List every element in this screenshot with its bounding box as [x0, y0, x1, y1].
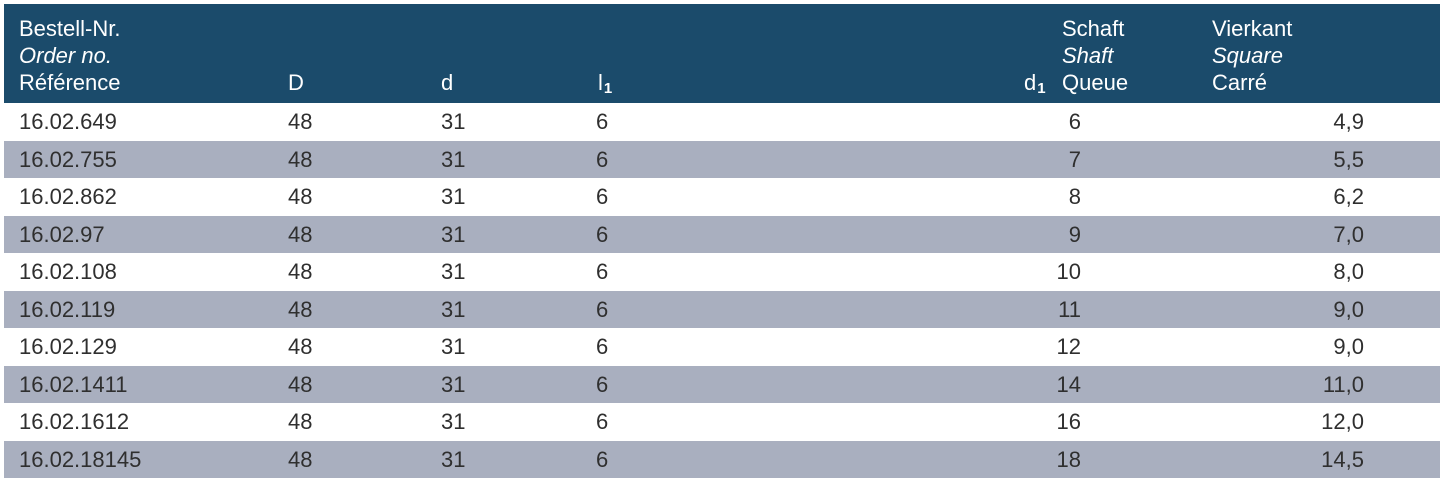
cell-square: 9,0 [1333, 296, 1364, 322]
cell-shaft: 11 [1058, 296, 1081, 322]
header-d1-base: d [1024, 70, 1037, 95]
table-row: 16.02.108 48 31 6 10 8,0 [4, 253, 1440, 291]
header-order-no-en: Order no. [19, 43, 112, 68]
cell-D: 48 [288, 296, 313, 322]
header-shaft-en: Shaft [1062, 43, 1114, 68]
cell-shaft: 12 [1056, 334, 1081, 359]
header-l1: l1 [598, 69, 612, 102]
cell-d: 31 [441, 409, 466, 434]
cell-l1: 6 [596, 334, 609, 359]
header-d1: d1 [1024, 69, 1046, 102]
cell-l1: 6 [596, 221, 609, 247]
table-header: Bestell-Nr. Order no. Référence D d l1 d… [4, 4, 1440, 103]
cell-shaft: 18 [1056, 446, 1081, 472]
header-order-no-de: Bestell-Nr. [19, 16, 121, 41]
cell-order-no: 16.02.649 [19, 109, 117, 134]
table-row: 16.02.18145 48 31 6 18 14,5 [4, 440, 1440, 478]
cell-l1: 6 [596, 446, 609, 472]
cell-D: 48 [288, 146, 313, 172]
cell-shaft: 9 [1068, 221, 1081, 247]
header-d1-subscript: 1 [1037, 80, 1046, 97]
cell-l1: 6 [596, 296, 609, 322]
cell-l1: 6 [596, 371, 609, 397]
cell-D: 48 [288, 334, 313, 359]
header-order-no-fr: Référence [19, 70, 121, 95]
header-shaft: Schaft Shaft Queue [1062, 15, 1128, 96]
cell-square: 7,0 [1333, 221, 1364, 247]
cell-order-no: 16.02.1612 [19, 409, 130, 434]
cell-order-no: 16.02.119 [19, 296, 116, 322]
table-row: 16.02.1612 48 31 6 16 12,0 [4, 403, 1440, 441]
cell-square: 4,9 [1333, 109, 1364, 134]
cell-D: 48 [288, 184, 313, 209]
cell-d: 31 [441, 259, 466, 284]
cell-D: 48 [288, 371, 313, 397]
cell-l1: 6 [596, 184, 609, 209]
table-body: 16.02.649 48 31 6 6 4,9 16.02.755 48 31 … [4, 103, 1440, 478]
cell-order-no: 16.02.108 [19, 259, 117, 284]
cell-square: 5,5 [1333, 146, 1364, 172]
cell-shaft: 10 [1056, 259, 1081, 284]
table-row: 16.02.1411 48 31 6 14 11,0 [4, 365, 1440, 403]
cell-order-no: 16.02.18145 [19, 446, 142, 472]
cell-D: 48 [288, 409, 313, 434]
cell-d: 31 [441, 109, 466, 134]
cell-D: 48 [288, 221, 313, 247]
cell-square: 9,0 [1333, 334, 1364, 359]
header-l1-subscript: 1 [603, 80, 613, 97]
header-square-en: Square [1212, 43, 1283, 68]
header-order-no: Bestell-Nr. Order no. Référence [19, 15, 121, 96]
cell-order-no: 16.02.129 [19, 334, 117, 359]
cell-shaft: 8 [1068, 184, 1081, 209]
cell-square: 6,2 [1333, 184, 1364, 209]
table-row: 16.02.649 48 31 6 6 4,9 [4, 103, 1440, 141]
table-row: 16.02.862 48 31 6 8 6,2 [4, 178, 1440, 216]
cell-l1: 6 [596, 259, 609, 284]
cell-square: 11,0 [1322, 371, 1364, 397]
cell-shaft: 6 [1068, 109, 1081, 134]
cell-shaft: 16 [1056, 409, 1081, 434]
cell-l1: 6 [596, 146, 609, 172]
cell-d: 31 [441, 146, 466, 172]
header-square-fr: Carré [1212, 70, 1268, 95]
cell-square: 12,0 [1321, 409, 1364, 434]
cell-D: 48 [288, 109, 313, 134]
cell-shaft: 14 [1056, 371, 1081, 397]
cell-D: 48 [288, 446, 313, 472]
header-square-de: Vierkant [1212, 16, 1293, 41]
cell-order-no: 16.02.97 [19, 221, 105, 247]
cell-order-no: 16.02.1411 [19, 371, 128, 397]
cell-square: 14,5 [1321, 446, 1364, 472]
cell-d: 31 [441, 184, 466, 209]
cell-order-no: 16.02.862 [19, 184, 117, 209]
table-row: 16.02.129 48 31 6 12 9,0 [4, 328, 1440, 366]
cell-l1: 6 [596, 109, 609, 134]
cell-l1: 6 [596, 409, 609, 434]
cell-shaft: 7 [1068, 146, 1081, 172]
table-row: 16.02.119 48 31 6 11 9,0 [4, 290, 1440, 328]
cell-d: 31 [441, 371, 466, 397]
cell-d: 31 [441, 221, 466, 247]
header-l1-base: l [598, 70, 603, 95]
cell-order-no: 16.02.755 [19, 146, 117, 172]
header-shaft-fr: Queue [1062, 70, 1129, 95]
header-square: Vierkant Square Carré [1212, 15, 1292, 96]
header-D: D [288, 70, 304, 95]
table-row: 16.02.97 48 31 6 9 7,0 [4, 215, 1440, 253]
header-d: d [441, 70, 454, 95]
cell-d: 31 [441, 296, 466, 322]
header-shaft-de: Schaft [1062, 16, 1125, 41]
cell-d: 31 [441, 446, 466, 472]
cell-D: 48 [288, 259, 313, 284]
cell-square: 8,0 [1333, 259, 1364, 284]
table-row: 16.02.755 48 31 6 7 5,5 [4, 140, 1440, 178]
cell-d: 31 [441, 334, 466, 359]
